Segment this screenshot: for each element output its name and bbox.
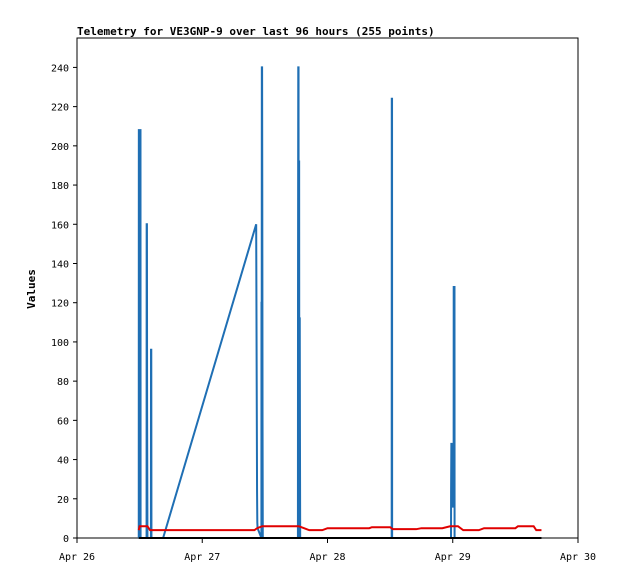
y-tick-label: 220	[51, 103, 69, 114]
y-tick-label: 20	[57, 495, 69, 506]
series-line-2	[137, 525, 542, 532]
y-tick-label: 240	[51, 63, 69, 74]
x-tick-label: Apr 29	[435, 552, 471, 563]
series-layer	[137, 66, 542, 539]
plot-area	[76, 37, 579, 539]
y-tick-label: 40	[57, 456, 69, 467]
y-tick-label: 200	[51, 142, 69, 153]
y-axis-label: Values	[25, 269, 38, 309]
x-axis-ticks: Apr 26 Apr 27 Apr 28 Apr 29 Apr 30	[59, 538, 596, 563]
x-tick-label: Apr 27	[184, 552, 220, 563]
y-tick-label: 120	[51, 299, 69, 310]
y-tick-label: 140	[51, 259, 69, 270]
y-tick-label: 0	[63, 534, 69, 545]
y-tick-label: 80	[57, 377, 69, 388]
y-tick-label: 100	[51, 338, 69, 349]
y-axis-ticks: 0 20 40 60 80 100 120 140 160 180 200 220 240	[51, 63, 77, 545]
y-tick-label: 60	[57, 416, 69, 427]
y-tick-label: 180	[51, 181, 69, 192]
x-tick-label: Apr 28	[309, 552, 345, 563]
x-tick-label: Apr 30	[560, 552, 596, 563]
chart-title: Telemetry for VE3GNP-9 over last 96 hour…	[77, 25, 435, 38]
y-tick-label: 160	[51, 220, 69, 231]
x-tick-label: Apr 26	[59, 552, 95, 563]
